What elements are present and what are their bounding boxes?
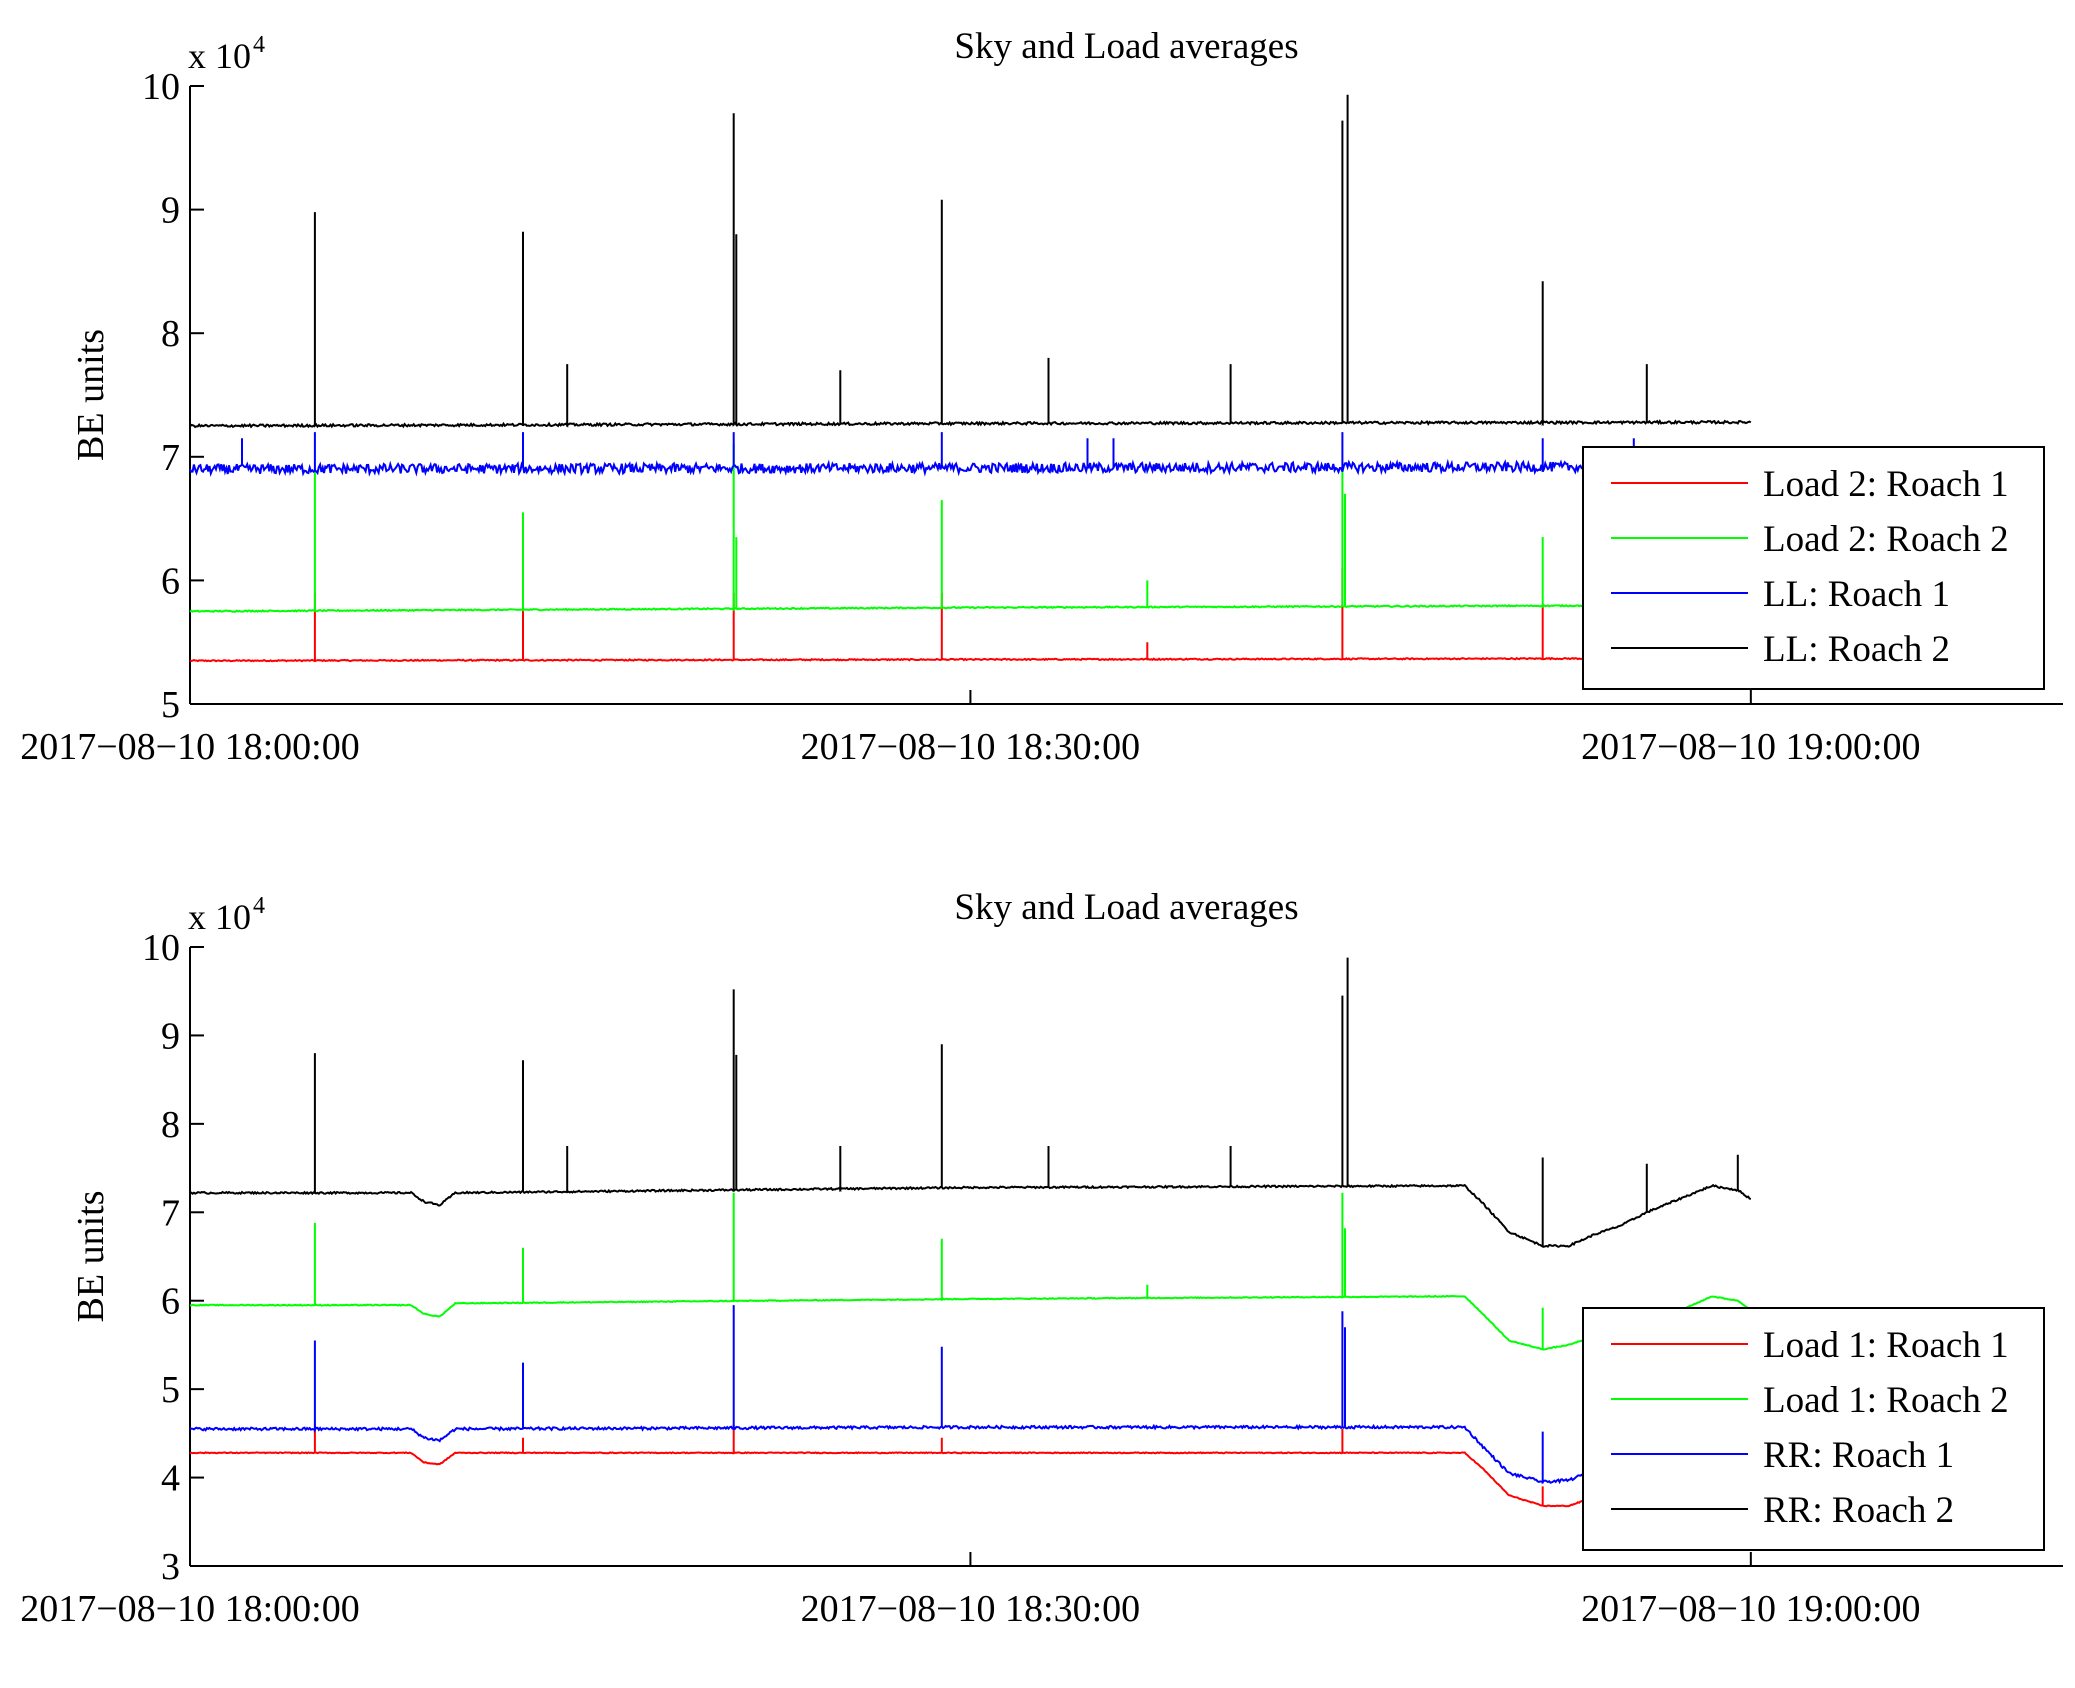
legend-label: Load 1: Roach 2 xyxy=(1763,1380,2009,1421)
y-tick-label: 6 xyxy=(161,1281,180,1323)
y-tick-label: 10 xyxy=(142,66,180,108)
chart-title: Sky and Load averages xyxy=(954,26,1298,67)
y-tick-label: 9 xyxy=(161,1015,180,1057)
series-line-1 xyxy=(189,1424,1752,1508)
chart-panel-1: Sky and Load averages x 104 BE units 5 6 7 8 9 1… xyxy=(20,26,2063,768)
x-tick-label: 2017−08−10 19:00:00 xyxy=(1581,726,1920,768)
y-axis-label: BE units xyxy=(70,1191,112,1323)
legend-label: RR: Roach 1 xyxy=(1763,1435,1954,1476)
y-multiplier-exponent: 4 xyxy=(253,32,265,58)
y-tick-label: 7 xyxy=(161,1192,180,1234)
y-multiplier-exponent: 4 xyxy=(253,893,265,919)
legend-label: RR: Roach 2 xyxy=(1763,1490,1954,1531)
y-tick-label: 8 xyxy=(161,313,180,355)
legend-label: Load 2: Roach 1 xyxy=(1763,464,2009,505)
series-line-2 xyxy=(189,444,1752,613)
series-line-3 xyxy=(189,432,1752,477)
y-tick-label: 4 xyxy=(161,1458,180,1500)
series-line-4 xyxy=(189,957,1752,1249)
y-multiplier-base: x 10 xyxy=(188,36,251,76)
legend: Load 2: Roach 1 Load 2: Roach 2 LL: Roach … xyxy=(1582,446,2045,690)
y-multiplier-base: x 10 xyxy=(188,897,251,937)
x-tick-label: 2017−08−10 18:00:00 xyxy=(20,1588,359,1630)
y-tick-label: 9 xyxy=(161,190,180,232)
legend-label: LL: Roach 2 xyxy=(1763,629,1950,670)
y-axis-label: BE units xyxy=(70,329,112,461)
y-tick-label: 6 xyxy=(161,560,180,602)
x-tick-label: 2017−08−10 18:00:00 xyxy=(20,726,359,768)
legend-label: Load 1: Roach 1 xyxy=(1763,1325,2009,1366)
y-multiplier: x 104 xyxy=(188,893,265,937)
series-line-1 xyxy=(189,568,1752,663)
y-multiplier: x 104 xyxy=(188,32,265,76)
legend: Load 1: Roach 1 Load 1: Roach 2 RR: Roach … xyxy=(1582,1307,2045,1551)
series-line-3 xyxy=(189,1305,1752,1485)
y-tick-label: 7 xyxy=(161,437,180,479)
x-tick-label: 2017−08−10 18:30:00 xyxy=(801,1588,1140,1630)
legend-box xyxy=(1582,1307,2045,1551)
series-line-2 xyxy=(189,1192,1752,1351)
legend-label: Load 2: Roach 2 xyxy=(1763,519,2009,560)
y-tick-label: 8 xyxy=(161,1104,180,1146)
chart-title: Sky and Load averages xyxy=(954,887,1298,928)
y-tick-label: 5 xyxy=(161,684,180,726)
x-tick-label: 2017−08−10 18:30:00 xyxy=(801,726,1140,768)
series-line-4 xyxy=(189,94,1752,429)
x-tick-label: 2017−08−10 19:00:00 xyxy=(1581,1588,1920,1630)
y-tick-label: 3 xyxy=(161,1546,180,1588)
legend-label: LL: Roach 1 xyxy=(1763,574,1950,615)
y-tick-label: 10 xyxy=(142,927,180,969)
y-tick-label: 5 xyxy=(161,1369,180,1411)
